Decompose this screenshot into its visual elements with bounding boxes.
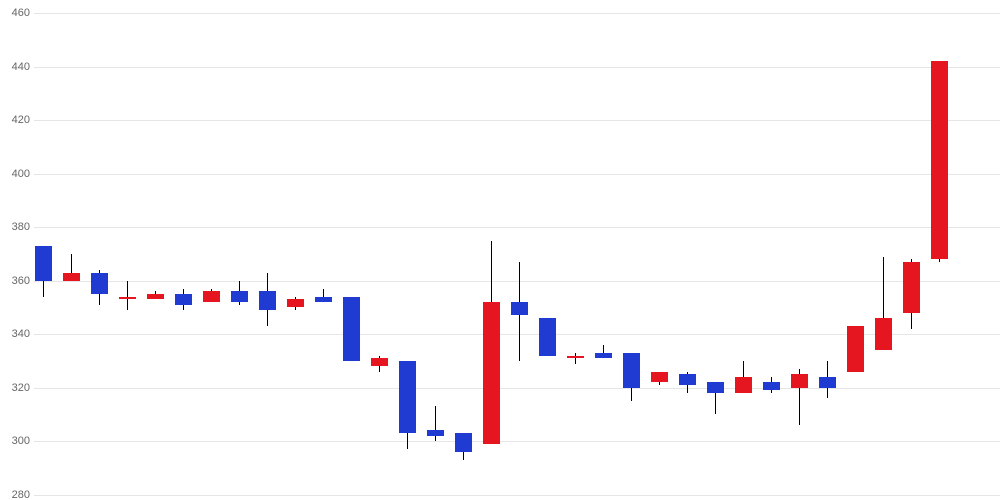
candle-body [819,377,836,388]
candle-wick [435,406,436,441]
y-axis-label: 320 [2,382,30,394]
gridline [34,227,1000,228]
gridline [34,120,1000,121]
candle-body [483,302,500,444]
candle-body [903,262,920,313]
y-axis-label: 360 [2,275,30,287]
candle-body [399,361,416,433]
candle-body [147,294,164,299]
candle-body [539,318,556,355]
candle-body [511,302,528,315]
candle-body [847,326,864,371]
candle-body [231,291,248,302]
candle-body [371,358,388,366]
candle-body [35,246,52,281]
candle-wick [127,281,128,310]
y-axis-label: 300 [2,435,30,447]
candle-body [567,356,584,359]
candle-body [651,372,668,383]
candle-body [119,297,136,300]
candle-body [175,294,192,305]
candle-body [427,430,444,435]
candle-wick [575,353,576,364]
candle-body [623,353,640,388]
candle-body [203,291,220,302]
y-axis-label: 460 [2,7,30,19]
candle-body [343,297,360,361]
y-axis-label: 380 [2,221,30,233]
candle-body [315,297,332,302]
candle-body [679,374,696,385]
gridline [34,174,1000,175]
gridline [34,281,1000,282]
gridline [34,441,1000,442]
candle-body [707,382,724,393]
y-axis-label: 440 [2,61,30,73]
gridline [34,495,1000,496]
gridline [34,67,1000,68]
y-axis-label: 280 [2,489,30,500]
candle-body [931,61,948,259]
candle-body [287,299,304,307]
candle-body [63,273,80,281]
gridline [34,13,1000,14]
candle-body [91,273,108,294]
candle-body [791,374,808,387]
y-axis-label: 400 [2,168,30,180]
candlestick-chart: 280 300 320 340 360 380 400 420 440 460 [0,0,1000,500]
candle-body [455,433,472,452]
y-axis-label: 340 [2,328,30,340]
candle-body [735,377,752,393]
candle-body [763,382,780,390]
candle-body [595,353,612,358]
y-axis-label: 420 [2,114,30,126]
candle-body [875,318,892,350]
candle-body [259,291,276,310]
gridline [34,388,1000,389]
